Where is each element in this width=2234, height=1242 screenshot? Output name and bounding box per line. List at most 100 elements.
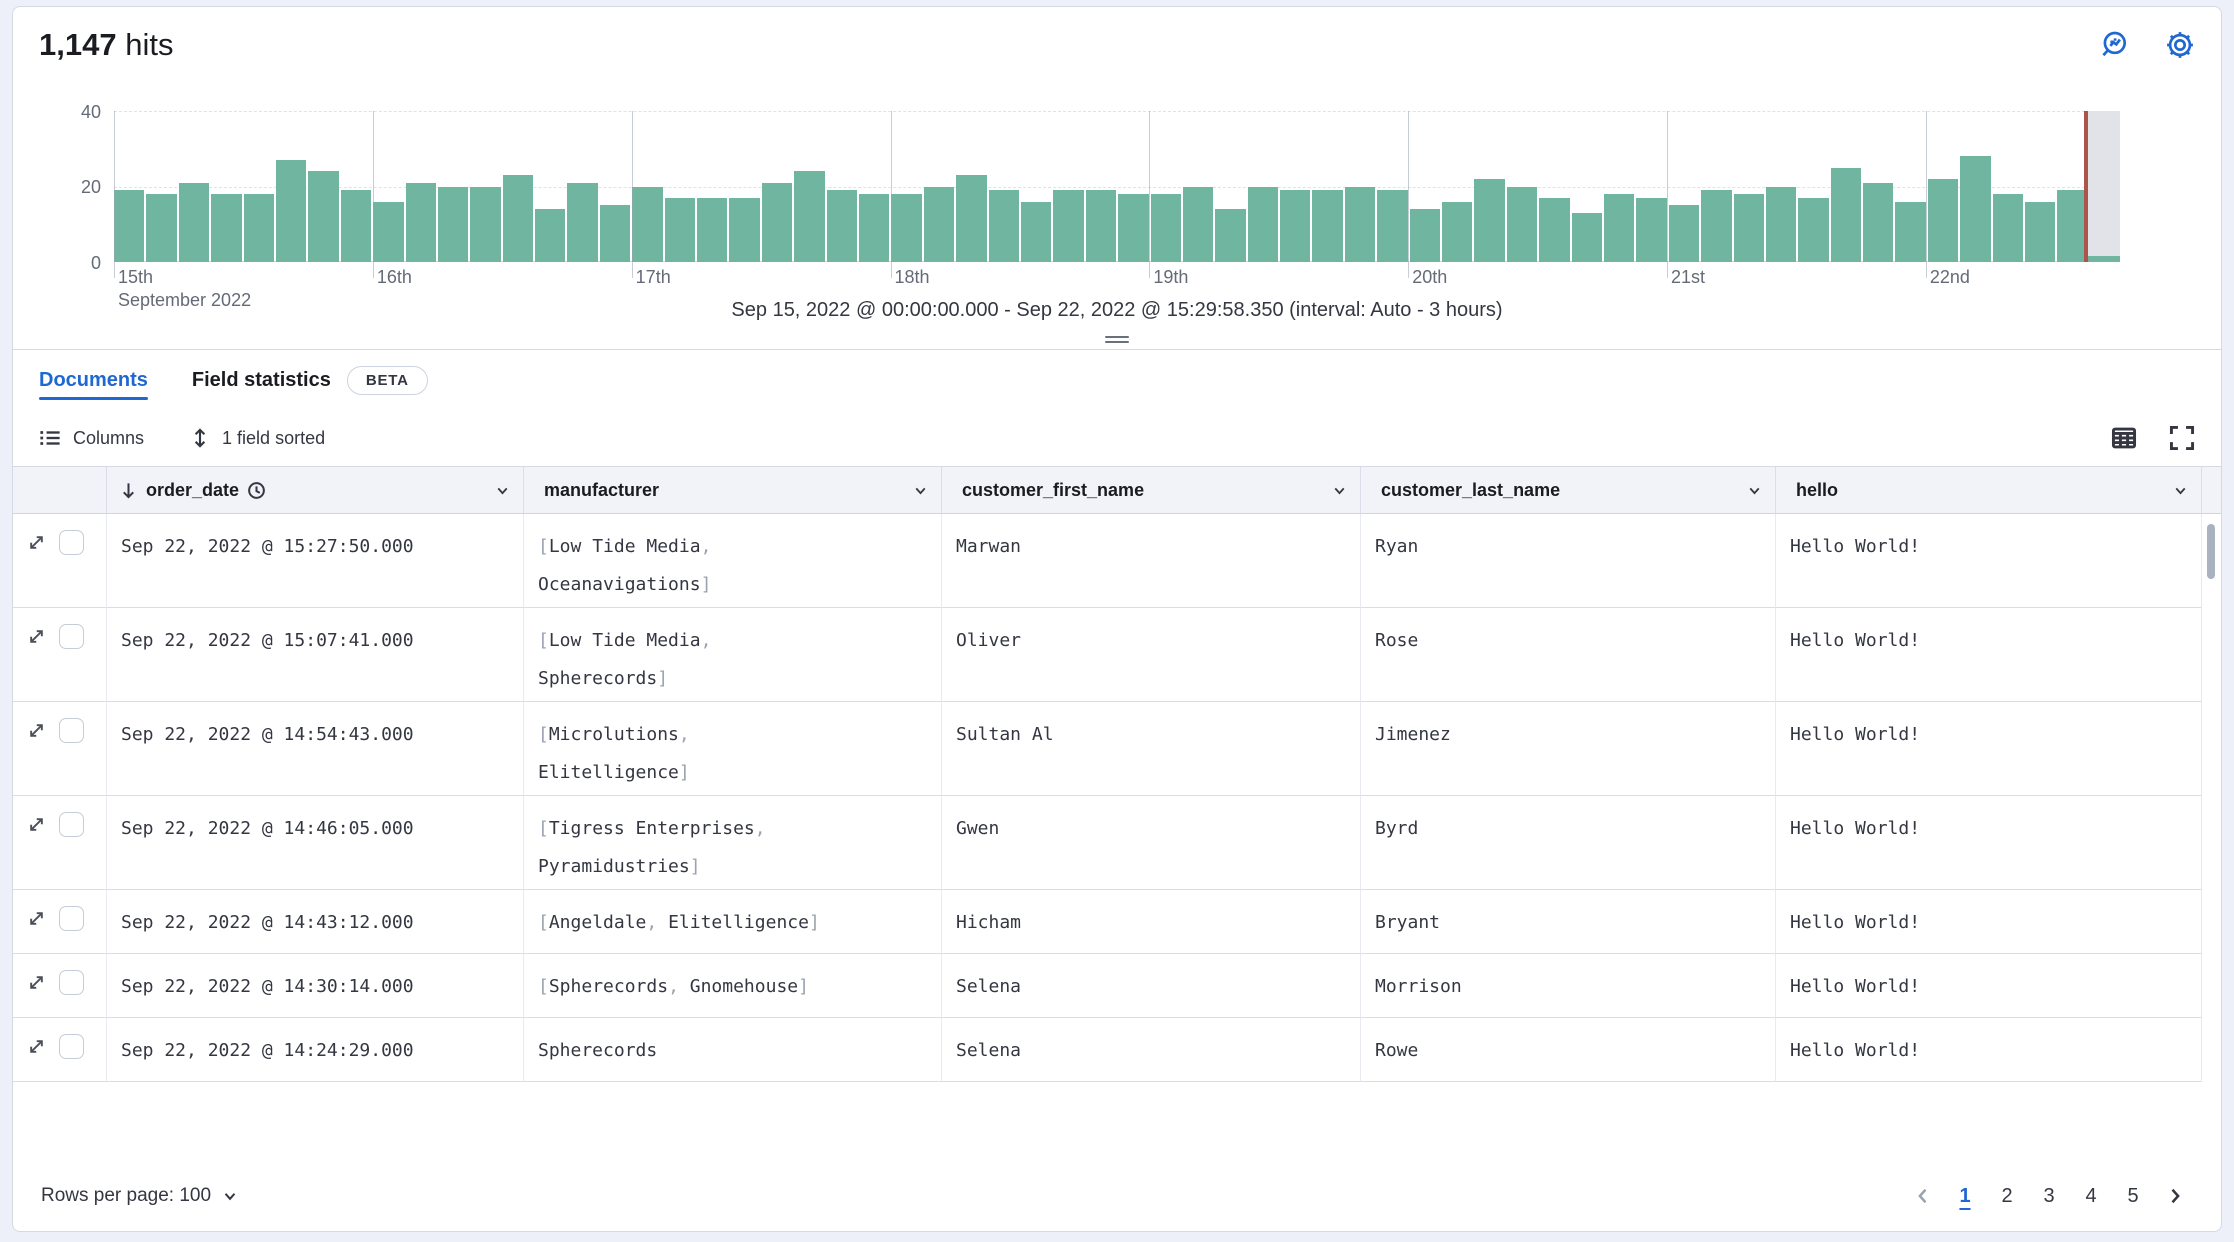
histogram-bar[interactable]	[1895, 201, 1926, 262]
page-button-3[interactable]: 3	[2043, 1184, 2055, 1207]
histogram-bar[interactable]	[340, 190, 372, 262]
histogram-bar[interactable]	[1863, 182, 1894, 262]
histogram-bar[interactable]	[794, 171, 825, 262]
cell-manufacturer[interactable]: [Low Tide Media, Oceanavigations]	[524, 514, 942, 608]
histogram-bar[interactable]	[535, 209, 566, 262]
tab-field-statistics[interactable]: Field statistics BETA	[192, 350, 428, 410]
histogram-plot[interactable]	[114, 111, 2120, 278]
fullscreen-icon[interactable]	[2169, 425, 2195, 451]
histogram-bar[interactable]	[1247, 186, 1279, 262]
histogram-bar[interactable]	[1798, 197, 1829, 262]
histogram-bar[interactable]	[211, 194, 242, 262]
cell-manufacturer[interactable]: [Low Tide Media, Spherecords]	[524, 608, 942, 702]
cell-customer-first-name[interactable]: Selena	[942, 1018, 1361, 1082]
histogram-bar[interactable]	[858, 194, 890, 262]
cell-customer-first-name[interactable]: Oliver	[942, 608, 1361, 702]
histogram-bar[interactable]	[1280, 190, 1311, 262]
cell-order-date[interactable]: Sep 22, 2022 @ 15:27:50.000	[107, 514, 524, 608]
histogram-bar[interactable]	[1377, 190, 1408, 262]
histogram-bar[interactable]	[567, 182, 598, 262]
row-checkbox[interactable]	[59, 624, 84, 649]
expand-document-button[interactable]	[27, 721, 46, 745]
histogram-bar[interactable]	[1603, 194, 1635, 262]
histogram-bar[interactable]	[178, 182, 210, 262]
histogram-bar[interactable]	[1539, 197, 1570, 262]
histogram-bar[interactable]	[664, 197, 696, 262]
histogram-bar[interactable]	[1701, 190, 1732, 262]
cell-customer-last-name[interactable]: Bryant	[1361, 890, 1776, 954]
cell-customer-last-name[interactable]: Jimenez	[1361, 702, 1776, 796]
cell-customer-last-name[interactable]: Ryan	[1361, 514, 1776, 608]
histogram-bar[interactable]	[891, 194, 922, 262]
histogram-bar[interactable]	[599, 205, 631, 262]
histogram-bar[interactable]	[761, 182, 793, 262]
row-checkbox[interactable]	[59, 812, 84, 837]
histogram-bar[interactable]	[1765, 186, 1797, 262]
cell-customer-first-name[interactable]: Gwen	[942, 796, 1361, 890]
row-checkbox[interactable]	[59, 906, 84, 931]
grid-header-customer_last_name[interactable]: customer_last_name	[1361, 467, 1776, 514]
cell-customer-first-name[interactable]: Marwan	[942, 514, 1361, 608]
columns-button[interactable]: Columns	[39, 427, 144, 449]
inspect-chart-icon[interactable]	[2101, 30, 2131, 60]
histogram-bar[interactable]	[405, 182, 436, 262]
histogram-bar[interactable]	[114, 190, 145, 262]
histogram-bar[interactable]	[1442, 201, 1473, 262]
expand-document-button[interactable]	[27, 909, 46, 933]
previous-page-button[interactable]	[1905, 1178, 1941, 1214]
histogram-bar[interactable]	[1927, 178, 1959, 262]
display-options-table-icon[interactable]	[2111, 425, 2137, 451]
page-button-5[interactable]: 5	[2127, 1184, 2139, 1207]
histogram-bar[interactable]	[1474, 178, 1505, 262]
cell-manufacturer[interactable]: [Tigress Enterprises, Pyramidustries]	[524, 796, 942, 890]
expand-document-button[interactable]	[27, 1037, 46, 1061]
next-page-button[interactable]	[2157, 1178, 2193, 1214]
cell-manufacturer[interactable]: [Angeldale, Elitelligence]	[524, 890, 942, 954]
cell-customer-last-name[interactable]: Rowe	[1361, 1018, 1776, 1082]
cell-customer-first-name[interactable]: Selena	[942, 954, 1361, 1018]
cell-manufacturer[interactable]: Spherecords	[524, 1018, 942, 1082]
row-checkbox[interactable]	[59, 530, 84, 555]
row-checkbox[interactable]	[59, 970, 84, 995]
row-checkbox[interactable]	[59, 718, 84, 743]
cell-order-date[interactable]: Sep 22, 2022 @ 14:30:14.000	[107, 954, 524, 1018]
histogram-bar[interactable]	[373, 201, 404, 262]
histogram-bar[interactable]	[243, 194, 274, 262]
histogram-bar[interactable]	[826, 190, 857, 262]
histogram-bar[interactable]	[1085, 190, 1117, 262]
histogram-bar[interactable]	[1960, 156, 1991, 262]
histogram-bar[interactable]	[1668, 205, 1700, 262]
histogram-bar[interactable]	[1733, 194, 1764, 262]
cell-order-date[interactable]: Sep 22, 2022 @ 14:43:12.000	[107, 890, 524, 954]
histogram-bar[interactable]	[1020, 201, 1052, 262]
tab-documents[interactable]: Documents	[39, 350, 148, 410]
histogram-bar[interactable]	[437, 186, 469, 262]
histogram-bar[interactable]	[729, 197, 760, 262]
histogram-bar[interactable]	[1636, 197, 1667, 262]
page-button-2[interactable]: 2	[2001, 1184, 2013, 1207]
histogram-bar[interactable]	[470, 186, 501, 262]
histogram-bar[interactable]	[1312, 190, 1343, 262]
cell-order-date[interactable]: Sep 22, 2022 @ 14:54:43.000	[107, 702, 524, 796]
gear-icon[interactable]	[2165, 30, 2195, 60]
cell-customer-last-name[interactable]: Morrison	[1361, 954, 1776, 1018]
grid-header-manufacturer[interactable]: manufacturer	[524, 467, 942, 514]
cell-hello[interactable]: Hello World!	[1776, 796, 2202, 890]
page-button-1[interactable]: 1	[1959, 1184, 1971, 1207]
histogram-bar[interactable]	[275, 160, 307, 262]
histogram-bar[interactable]	[2025, 201, 2056, 262]
histogram-bar[interactable]	[1118, 194, 1149, 262]
histogram-bar[interactable]	[1182, 186, 1214, 262]
histogram-bar[interactable]	[1992, 194, 2024, 262]
histogram-bar[interactable]	[146, 194, 177, 262]
page-button-4[interactable]: 4	[2085, 1184, 2097, 1207]
histogram-bar[interactable]	[1215, 209, 1246, 262]
cell-hello[interactable]: Hello World!	[1776, 514, 2202, 608]
resize-handle[interactable]	[1105, 333, 1129, 346]
grid-header-customer_first_name[interactable]: customer_first_name	[942, 467, 1361, 514]
cell-hello[interactable]: Hello World!	[1776, 702, 2202, 796]
histogram-bar[interactable]	[2057, 190, 2088, 262]
grid-header-order_date[interactable]: order_date	[107, 467, 524, 514]
histogram-bar[interactable]	[988, 190, 1019, 262]
expand-document-button[interactable]	[27, 533, 46, 557]
